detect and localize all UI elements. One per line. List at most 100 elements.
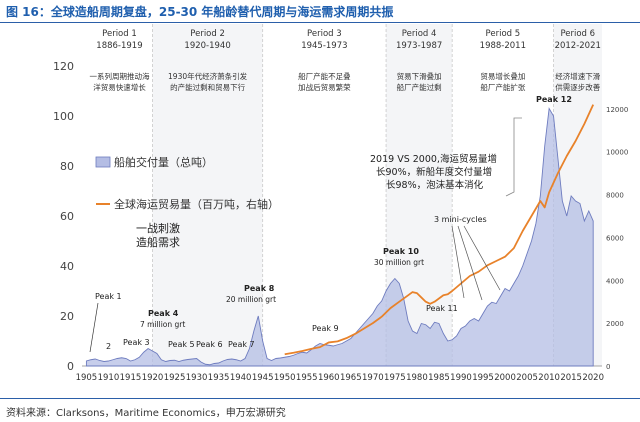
x-tick-1965: 1965 (340, 373, 362, 383)
period-desc-6-1: 经济增速下滑 (555, 71, 600, 81)
mini-cycles-label: 3 mini-cycles (434, 215, 487, 224)
vs-note-line-1: 2019 VS 2000,海运贸易量增 (370, 153, 497, 165)
right-tick-10000: 10000 (606, 149, 628, 157)
x-tick-1905: 1905 (76, 373, 98, 383)
x-tick-2015: 2015 (560, 373, 582, 383)
figure-title-bar: 图 16：全球造船周期复盘，25-30 年船龄替代周期与海运需求周期共振 (0, 0, 640, 23)
period-desc-1-2: 洋贸易快速增长 (93, 82, 146, 92)
peak10-label: Peak 10 (383, 247, 419, 256)
right-tick-4000: 4000 (606, 277, 624, 285)
peak2-label: 2 (106, 342, 111, 351)
trade-volume-line (284, 104, 595, 356)
period-desc-5-2: 船厂产能扩张 (480, 82, 525, 92)
x-tick-1945: 1945 (252, 373, 274, 383)
source-bar: 资料来源：Clarksons，Maritime Economics，申万宏源研究 (0, 398, 640, 422)
source-note: 资料来源：Clarksons，Maritime Economics，申万宏源研究 (6, 408, 286, 419)
right-tick-12000: 12000 (606, 106, 628, 114)
peak7-label: Peak 7 (228, 340, 255, 349)
x-tick-1910: 1910 (98, 373, 120, 383)
peak1-arrow (89, 302, 99, 353)
period-desc-1-1: 一系列周期推动海 (89, 71, 149, 81)
peak12-label: Peak 12 (536, 95, 572, 104)
peak5-label: Peak 5 (168, 340, 195, 349)
period-label-6: Period 6 (560, 29, 595, 39)
peak1-label: Peak 1 (95, 292, 122, 301)
legend-label-deliveries: 船舶交付量（总吨） (114, 155, 213, 169)
vs-note-line-2: 长90%，新船年度交付量增 (376, 166, 492, 178)
x-tick-1975: 1975 (384, 373, 406, 383)
left-tick-60: 60 (60, 210, 74, 223)
x-tick-2000: 2000 (494, 373, 516, 383)
period-desc-4-1: 贸易下滑叠加 (397, 71, 442, 81)
right-tick-6000: 6000 (606, 234, 624, 242)
peak11-label: Peak 11 (426, 304, 458, 313)
legend-label-trade: 全球海运贸易量（百万吨，右轴） (114, 197, 279, 211)
war-note-line-2: 造船需求 (136, 235, 180, 249)
left-tick-80: 80 (60, 160, 74, 173)
period-years-6: 2012-2021 (555, 41, 601, 51)
left-tick-120: 120 (53, 60, 74, 73)
x-tick-1970: 1970 (362, 373, 384, 383)
x-tick-1940: 1940 (230, 373, 252, 383)
x-tick-1990: 1990 (450, 373, 472, 383)
peak8-label: Peak 8 (244, 284, 275, 293)
period-years-5: 1988-2011 (480, 41, 526, 51)
period-band-1 (86, 24, 153, 366)
peak6-label: Peak 6 (196, 340, 223, 349)
x-tick-2005: 2005 (516, 373, 538, 383)
period-years-1: 1886-1919 (96, 41, 142, 51)
peak4-sub: 7 million grt (140, 320, 185, 329)
x-tick-2010: 2010 (538, 373, 560, 383)
x-tick-1925: 1925 (164, 373, 186, 383)
period-band-2 (152, 24, 263, 366)
x-tick-1950: 1950 (274, 373, 296, 383)
period-years-4: 1973-1987 (396, 41, 442, 51)
peak8-sub: 20 million grt (226, 295, 276, 304)
left-tick-0: 0 (67, 360, 74, 373)
left-tick-40: 40 (60, 260, 74, 273)
x-tick-1985: 1985 (428, 373, 450, 383)
mini-cycle-arrow-2 (457, 225, 483, 301)
figure-title: 图 16：全球造船周期复盘，25-30 年船龄替代周期与海运需求周期共振 (6, 5, 394, 19)
x-tick-1960: 1960 (318, 373, 340, 383)
period-desc-2-1: 1930年代经济萧条引发 (168, 71, 248, 81)
deliveries-area (85, 107, 594, 367)
period-label-3: Period 3 (307, 29, 342, 39)
vs-note-bracket (505, 117, 522, 197)
left-tick-20: 20 (60, 310, 74, 323)
x-tick-1915: 1915 (120, 373, 142, 383)
axes: 0 20 40 60 80 100 120 0 2000 4000 6000 8000 10000 120… (53, 60, 628, 383)
war-note-line-1: 一战刺激 (136, 221, 180, 235)
x-tick-1935: 1935 (208, 373, 230, 383)
mini-cycle-arrow-1 (451, 225, 465, 299)
period-label-4: Period 4 (402, 29, 437, 39)
period-desc-5-1: 贸易增长叠加 (480, 71, 525, 81)
right-tick-0: 0 (606, 363, 610, 371)
mini-cycle-arrow-3 (463, 225, 501, 291)
peak3-label: Peak 3 (123, 338, 150, 347)
x-tick-1930: 1930 (186, 373, 208, 383)
right-tick-2000: 2000 (606, 320, 624, 328)
peak10-sub: 30 million grt (374, 258, 424, 267)
left-tick-100: 100 (53, 110, 74, 123)
peak4-label: Peak 4 (148, 309, 179, 318)
period-label-1: Period 1 (102, 29, 137, 39)
legend-swatch-deliveries (95, 156, 111, 168)
period-desc-4-2: 船厂产能过剩 (397, 82, 442, 92)
period-label-5: Period 5 (486, 29, 521, 39)
right-tick-8000: 8000 (606, 192, 624, 200)
period-desc-6-2: 供需逐步改善 (555, 82, 600, 92)
period-label-2: Period 2 (190, 29, 225, 39)
vs-note-line-3: 长98%，泡沫基本消化 (386, 179, 484, 191)
period-band-3 (262, 24, 387, 366)
period-years-2: 1920-1940 (184, 41, 230, 51)
x-tick-1995: 1995 (472, 373, 494, 383)
period-desc-3-1: 船厂产能不足叠 (298, 71, 351, 81)
period-desc-2-2: 的产能过剩和贸易下行 (170, 82, 245, 92)
x-tick-1955: 1955 (296, 373, 318, 383)
x-tick-2020: 2020 (582, 373, 604, 383)
period-desc-3-2: 加战后贸易繁荣 (298, 82, 351, 92)
period-years-3: 1945-1973 (301, 41, 347, 51)
